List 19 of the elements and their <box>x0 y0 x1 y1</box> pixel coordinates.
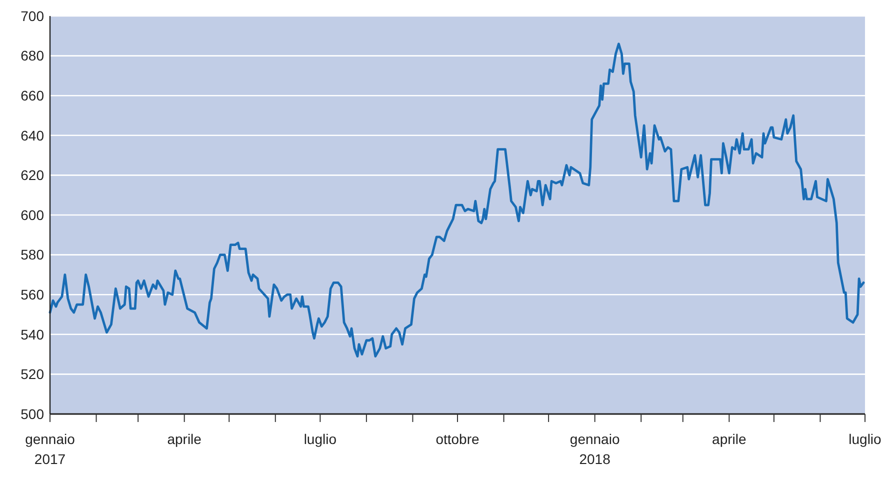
y-tick-label: 640 <box>20 127 44 144</box>
line-series <box>48 42 865 358</box>
y-tick-label: 680 <box>20 48 44 64</box>
x-tick-label: gennaio 2017 <box>25 431 76 467</box>
y-tick-label: 540 <box>20 326 44 342</box>
x-tick-label: luglio <box>848 431 882 447</box>
x-tick-label: luglio <box>304 431 337 447</box>
y-tick-label: 500 <box>20 406 44 422</box>
y-tick-label: 520 <box>20 366 44 382</box>
y-tick-label: 620 <box>20 167 44 184</box>
y-tick-label: 660 <box>20 88 44 104</box>
x-tick-label: gennaio 2018 <box>570 431 620 467</box>
y-tick-label: 700 <box>20 8 44 24</box>
y-tick-label: 600 <box>20 206 44 223</box>
x-tick-label: ottobre <box>436 431 480 447</box>
x-tick-label: aprile <box>167 431 202 447</box>
y-tick-label: 560 <box>20 286 44 302</box>
y-tick-label: 580 <box>20 246 44 263</box>
x-tick-label: aprile <box>712 431 746 447</box>
